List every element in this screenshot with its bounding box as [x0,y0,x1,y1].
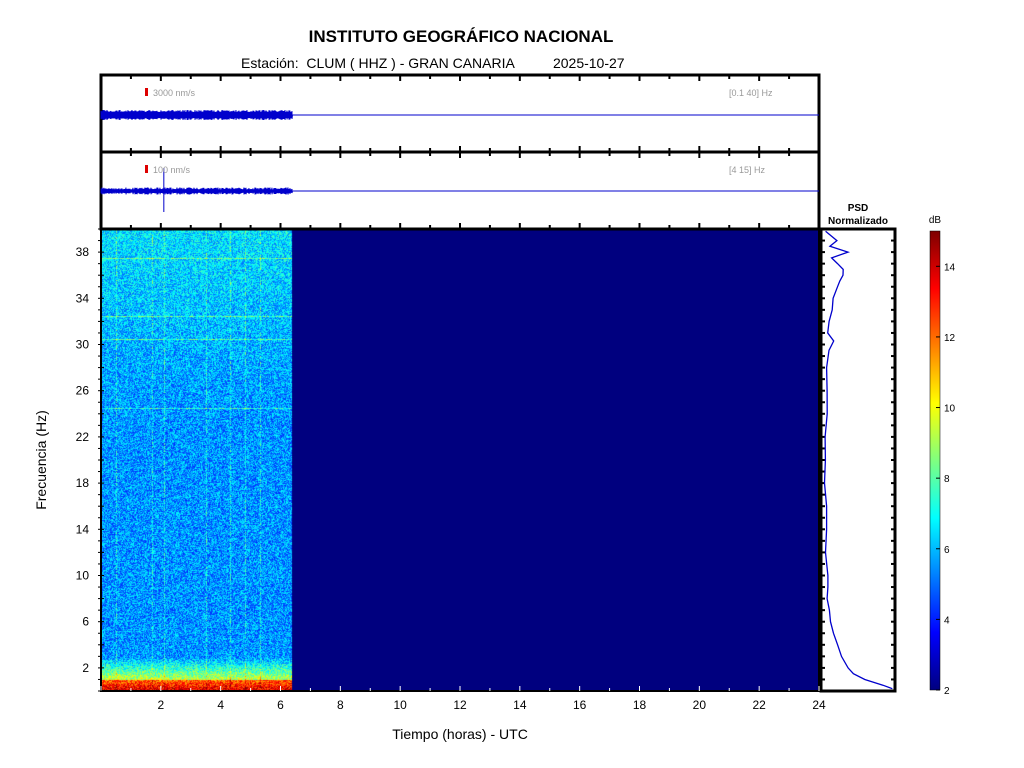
x-tick-label: 8 [337,698,344,712]
x-tick-label: 22 [752,698,766,712]
x-tick-label: 18 [633,698,647,712]
x-tick-label: 12 [453,698,467,712]
trace2-scale-marker [145,165,148,173]
y-tick-label: 26 [76,384,90,398]
x-tick-label: 16 [573,698,587,712]
y-tick-label: 18 [76,476,90,490]
x-tick-label: 6 [277,698,284,712]
y-tick-label: 38 [76,245,90,259]
y-tick-label: 30 [76,338,90,352]
colorbar-unit-label: dB [929,215,942,226]
x-tick-label: 10 [393,698,407,712]
colorbar-tick-label: 12 [944,333,956,344]
x-tick-label: 14 [513,698,527,712]
trace1-filter-label: [0.1 40] Hz [729,88,773,98]
psd-panel [821,229,895,691]
colorbar [930,231,940,690]
seismic-trace-2 [101,188,819,195]
x-tick-label: 20 [693,698,707,712]
psd-title-line2: Normalizado [828,216,888,227]
spectrogram-frame [101,229,819,691]
x-tick-label: 4 [217,698,224,712]
psd-title-line1: PSD [848,203,869,214]
x-tick-label: 2 [157,698,164,712]
colorbar-tick-label: 4 [944,615,950,626]
y-tick-label: 34 [76,291,90,305]
colorbar-tick-label: 14 [944,262,956,273]
colorbar-tick-label: 2 [944,686,950,697]
trace1-scale-label: 3000 nm/s [153,88,196,98]
colorbar-tick-label: 10 [944,404,956,415]
y-tick-label: 14 [76,522,90,536]
colorbar-tick-label: 8 [944,474,950,485]
y-tick-label: 2 [82,661,89,675]
x-tick-label: 24 [812,698,826,712]
y-tick-label: 10 [76,569,90,583]
x-axis-label: Tiempo (horas) - UTC [392,726,528,742]
trace2-filter-label: [4 15] Hz [729,165,766,175]
y-tick-label: 22 [76,430,90,444]
trace1-scale-marker [145,88,148,96]
y-tick-label: 6 [82,615,89,629]
trace2-scale-label: 100 nm/s [153,165,191,175]
seismic-trace-1 [101,110,819,120]
y-axis-label: Frecuencia (Hz) [33,410,49,510]
colorbar-tick-label: 6 [944,545,950,556]
